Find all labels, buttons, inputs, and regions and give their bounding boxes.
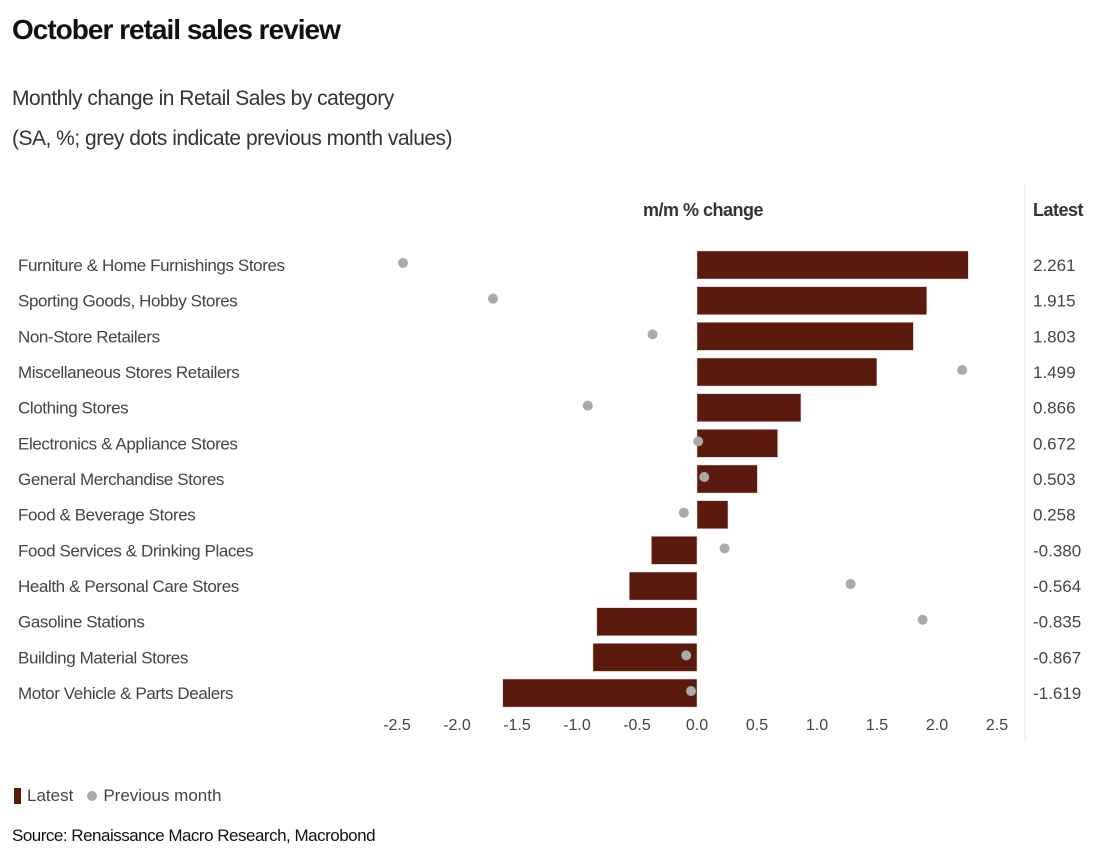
bar-latest xyxy=(696,286,928,315)
latest-value-label: 1.499 xyxy=(1033,363,1076,382)
latest-value-label: -1.619 xyxy=(1033,684,1081,703)
dot-previous-month xyxy=(582,400,593,411)
bar-latest xyxy=(696,429,778,458)
bar-latest xyxy=(696,322,914,351)
x-axis-label: m/m % change xyxy=(643,200,764,220)
x-tick-label: -1.5 xyxy=(503,717,531,734)
chart-title: October retail sales review xyxy=(12,14,341,45)
bar-latest xyxy=(696,250,969,280)
category-label: Food Services & Drinking Places xyxy=(18,541,253,560)
dot-previous-month xyxy=(681,650,692,661)
legend-latest-label: Latest xyxy=(27,786,74,805)
x-tick-label: 2.5 xyxy=(986,717,1008,734)
chart-subtitle: Monthly change in Retail Sales by catego… xyxy=(12,87,394,110)
bar-latest xyxy=(696,393,802,422)
dot-previous-month xyxy=(957,365,968,376)
dot-previous-month xyxy=(699,472,710,483)
bar-latest xyxy=(651,536,698,565)
dot-previous-month xyxy=(845,579,856,590)
category-label: Gasoline Stations xyxy=(18,613,144,632)
latest-value-label: 2.261 xyxy=(1033,256,1076,275)
category-label: Building Material Stores xyxy=(18,648,188,667)
latest-column-header: Latest xyxy=(1033,200,1084,220)
category-label: Furniture & Home Furnishings Stores xyxy=(18,256,285,275)
category-label: Sporting Goods, Hobby Stores xyxy=(18,292,237,311)
dot-previous-month xyxy=(719,543,730,554)
category-label: Electronics & Appliance Stores xyxy=(18,434,238,453)
x-tick-label: -1.0 xyxy=(563,717,591,734)
latest-value-label: 0.503 xyxy=(1033,470,1076,489)
legend: Latest Previous month xyxy=(14,786,221,806)
bar-latest xyxy=(502,678,698,708)
latest-value-label: 1.915 xyxy=(1033,292,1076,311)
bar-latest xyxy=(629,571,698,601)
latest-value-label: 0.258 xyxy=(1033,506,1076,525)
category-label: Food & Beverage Stores xyxy=(18,506,195,525)
category-label: Non-Store Retailers xyxy=(18,327,160,346)
x-tick-label: -0.5 xyxy=(623,717,651,734)
category-label: Miscellaneous Stores Retailers xyxy=(18,363,239,382)
x-tick-label: 2.0 xyxy=(926,717,948,734)
dot-previous-month xyxy=(917,614,928,625)
chart-subtitle-note: (SA, %; grey dots indicate previous mont… xyxy=(12,127,453,150)
dot-previous-month xyxy=(693,436,704,447)
category-label: Motor Vehicle & Parts Dealers xyxy=(18,684,233,703)
bar-latest xyxy=(596,607,698,636)
latest-value-label: -0.835 xyxy=(1033,613,1081,632)
latest-value-label: -0.564 xyxy=(1033,577,1081,596)
x-tick-label: 1.0 xyxy=(806,717,828,734)
latest-value-label: -0.867 xyxy=(1033,648,1081,667)
latest-value-label: -0.380 xyxy=(1033,541,1081,560)
x-tick-label: -2.0 xyxy=(443,717,471,734)
legend-previous-swatch xyxy=(87,791,98,801)
category-label: Clothing Stores xyxy=(18,399,128,418)
dot-previous-month xyxy=(488,293,498,304)
category-label: General Merchandise Stores xyxy=(18,470,224,489)
legend-previous-label: Previous month xyxy=(103,786,222,805)
category-label: Health & Personal Care Stores xyxy=(18,577,239,596)
latest-value-label: 1.803 xyxy=(1033,327,1076,346)
bar-latest xyxy=(696,357,878,387)
dot-previous-month xyxy=(398,258,408,268)
bar-latest xyxy=(592,643,698,672)
dot-previous-month xyxy=(686,686,696,697)
source-note: Source: Renaissance Macro Research, Macr… xyxy=(12,826,376,845)
x-tick-label: 0.0 xyxy=(686,717,708,734)
dot-previous-month xyxy=(647,329,658,340)
latest-value-label: 0.672 xyxy=(1033,434,1076,453)
dot-previous-month xyxy=(678,507,689,518)
x-tick-label: 0.5 xyxy=(746,717,768,734)
latest-value-label: 0.866 xyxy=(1033,399,1076,418)
legend-latest-swatch xyxy=(14,788,21,804)
x-tick-label: 1.5 xyxy=(866,717,888,734)
bar-latest xyxy=(696,500,729,529)
x-tick-label: -2.5 xyxy=(383,717,411,734)
